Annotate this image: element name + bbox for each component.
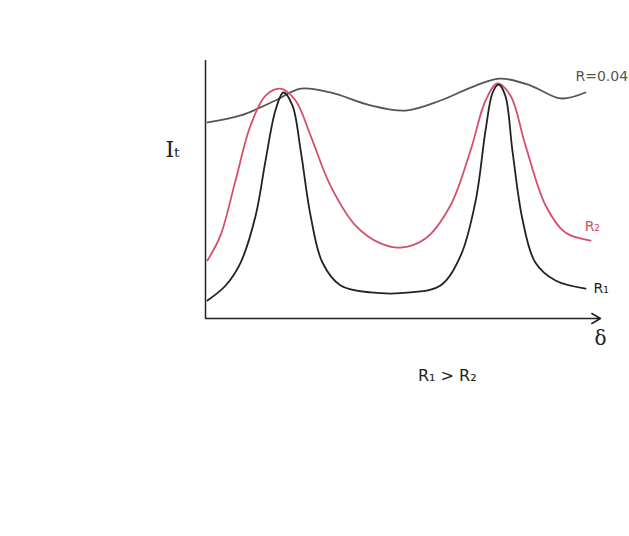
svg-text:R₂: R₂ — [585, 218, 600, 234]
svg-text:Iₜ: Iₜ — [165, 137, 180, 162]
svg-text:δ: δ — [594, 326, 606, 350]
svg-text:R₁: R₁ — [593, 280, 608, 296]
html-text:R₁ > R₂: R₁ > R₂ — [418, 366, 477, 385]
svg-text:R=0.04: R=0.04 — [575, 68, 628, 84]
